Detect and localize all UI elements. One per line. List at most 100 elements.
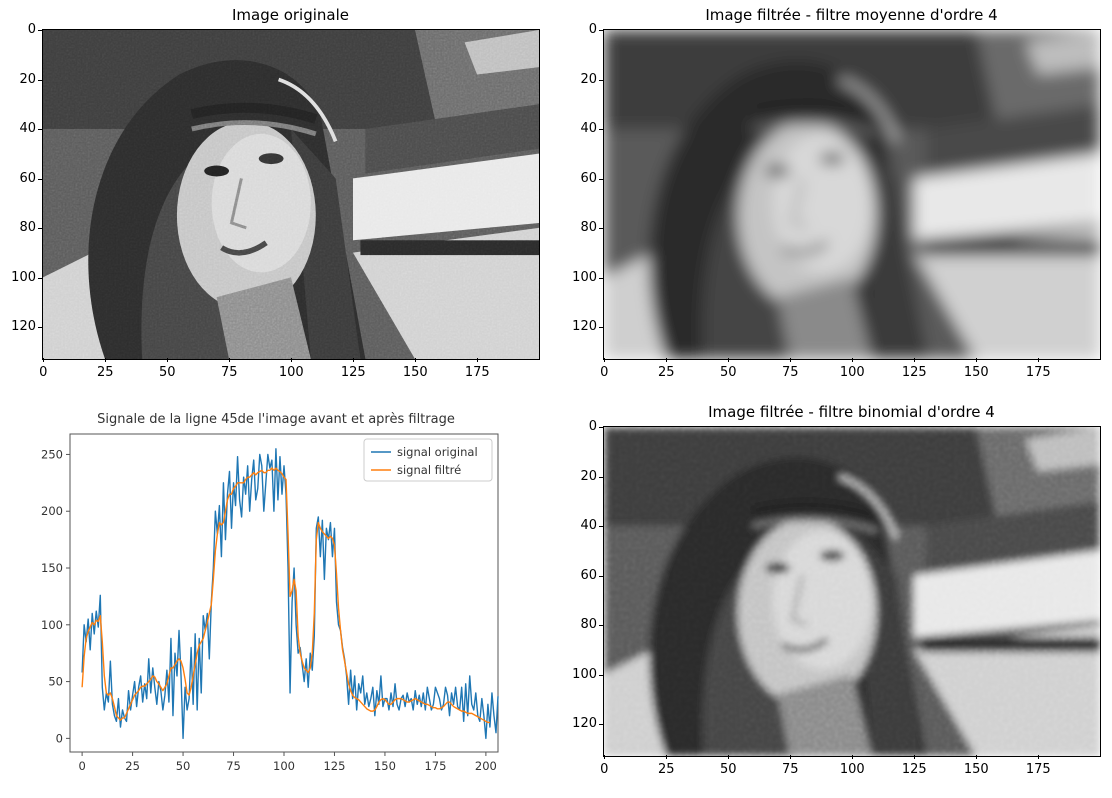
binomial-filter-image-ytick-label: 100 bbox=[572, 666, 597, 682]
original-image-xtick-label: 150 bbox=[402, 365, 428, 380]
mean-filter-image-xtick-mark bbox=[728, 358, 730, 362]
binomial-filter-image-ytick-label: 20 bbox=[580, 468, 597, 484]
original-image-ytick-label: 80 bbox=[19, 220, 36, 236]
original-image-ytick-mark bbox=[38, 30, 42, 32]
mean-filter-image-ytick-label: 0 bbox=[588, 22, 597, 38]
original-image-plot bbox=[42, 29, 540, 360]
original-image-xtick-label: 75 bbox=[220, 365, 238, 380]
mean-filter-image-xtick-label: 100 bbox=[839, 365, 865, 380]
mean-filter-image-xtick-label: 0 bbox=[600, 365, 609, 380]
mean-filter-image-xtick-label: 125 bbox=[901, 365, 927, 380]
chart-ytick-label: 100 bbox=[41, 618, 63, 632]
original-image-xtick-label: 175 bbox=[464, 365, 490, 380]
mean-filter-image-ytick-mark bbox=[599, 129, 603, 131]
mean-filter-image-xtick-mark bbox=[604, 358, 606, 362]
binomial-filter-image-xtick-label: 25 bbox=[657, 762, 675, 777]
binomial-filter-image-xtick-label: 125 bbox=[901, 762, 927, 777]
chart-ytick-label: 200 bbox=[41, 504, 63, 518]
mean-filter-image-ytick-mark bbox=[599, 228, 603, 230]
legend-box bbox=[363, 438, 493, 482]
mean-filter-image-xtick-mark bbox=[852, 358, 854, 362]
mean-filter-image-xtick-mark bbox=[976, 358, 978, 362]
binomial-filter-image-ytick-mark bbox=[599, 625, 603, 627]
chart-ytick-label: 250 bbox=[41, 447, 63, 461]
original-image-xtick-label: 100 bbox=[278, 365, 304, 380]
legend-label: signal filtré bbox=[397, 463, 461, 477]
original-image-ytick-label: 40 bbox=[19, 121, 36, 137]
original-image-ytick-mark bbox=[38, 228, 42, 230]
original-image-xtick-mark bbox=[415, 358, 417, 362]
mean-filter-image-xtick-label: 75 bbox=[781, 365, 799, 380]
panel-signal-chart: Signale de la ligne 45de l'image avant e… bbox=[0, 397, 556, 794]
original-image-xtick-label: 0 bbox=[39, 365, 48, 380]
mean-filter-image-ytick-mark bbox=[599, 30, 603, 32]
binomial-filter-image-xtick-mark bbox=[976, 755, 978, 759]
mean-filter-image-xtick-label: 150 bbox=[963, 365, 989, 380]
original-image-xtick-mark bbox=[477, 358, 479, 362]
mean-filter-image-ytick-label: 40 bbox=[580, 121, 597, 137]
binomial-filter-image-ytick-label: 40 bbox=[580, 518, 597, 534]
binomial-filter-image-xtick-label: 50 bbox=[719, 762, 737, 777]
mean-filter-image-ytick-mark bbox=[599, 79, 603, 81]
mean-filter-image-ytick-mark bbox=[599, 277, 603, 279]
binomial-filter-image-ytick-mark bbox=[599, 674, 603, 676]
original-image bbox=[43, 30, 539, 359]
chart-xtick-label: 200 bbox=[475, 759, 497, 773]
binomial-filter-image-ytick-mark bbox=[599, 526, 603, 528]
mean-filter-image-ytick-label: 60 bbox=[580, 170, 597, 186]
legend-label: signal original bbox=[397, 445, 478, 459]
binomial-filter-image-xtick-mark bbox=[790, 755, 792, 759]
panel-binomial-filter-image: Image filtrée - filtre binomial d'ordre … bbox=[556, 397, 1112, 794]
binomial-filter-image-xtick-mark bbox=[1038, 755, 1040, 759]
original-image-ytick-mark bbox=[38, 79, 42, 81]
chart-ytick-label: 50 bbox=[48, 675, 63, 689]
signal-chart: Signale de la ligne 45de l'image avant e… bbox=[41, 412, 499, 773]
binomial-filter-image-xtick-mark bbox=[666, 755, 668, 759]
chart-legend: signal original signal filtré bbox=[363, 438, 493, 482]
binomial-filter-image-ytick-mark bbox=[599, 427, 603, 429]
binomial-filter-image-xtick-label: 150 bbox=[963, 762, 989, 777]
chart-xtick-label: 125 bbox=[323, 759, 345, 773]
mean-filter-image-xtick-mark bbox=[914, 358, 916, 362]
mean-filter-image-xtick-mark bbox=[790, 358, 792, 362]
chart-title: Signale de la ligne 45de l'image avant e… bbox=[97, 412, 455, 427]
chart-ytick-label: 0 bbox=[56, 731, 63, 745]
original-image-xtick-label: 50 bbox=[158, 365, 176, 380]
original-image-xtick-mark bbox=[167, 358, 169, 362]
mean-filter-image bbox=[604, 30, 1100, 359]
panel-mean-filter-image: Image filtrée - filtre moyenne d'ordre 4… bbox=[556, 0, 1112, 397]
original-image-ytick-label: 0 bbox=[27, 22, 36, 38]
mean-filter-image-ytick-mark bbox=[599, 327, 603, 329]
original-image-xtick-label: 25 bbox=[96, 365, 114, 380]
binomial-filter-image-xtick-label: 175 bbox=[1025, 762, 1051, 777]
binomial-filter-image-ytick-mark bbox=[599, 476, 603, 478]
original-image-ytick-label: 20 bbox=[19, 71, 36, 87]
panel-original-image: Image originale 0 25 50 75 100 125 150 175 0 20 40… bbox=[0, 0, 556, 397]
chart-xtick-label: 175 bbox=[424, 759, 446, 773]
binomial-filter-image-ytick-mark bbox=[599, 575, 603, 577]
binomial-filter-image-ytick-mark bbox=[599, 724, 603, 726]
series-line-signal-original bbox=[81, 448, 499, 740]
original-image-xtick-mark bbox=[291, 358, 293, 362]
original-image-ytick-mark bbox=[38, 277, 42, 279]
chart-xtick-label: 100 bbox=[273, 759, 295, 773]
binomial-filter-image-xtick-mark bbox=[728, 755, 730, 759]
binomial-filter-image-xtick-label: 0 bbox=[600, 762, 609, 777]
binomial-filter-image-xtick-mark bbox=[852, 755, 854, 759]
mean-filter-image-ytick-label: 100 bbox=[572, 269, 597, 285]
original-image-title: Image originale bbox=[231, 6, 350, 24]
original-image-ytick-mark bbox=[38, 129, 42, 131]
mean-filter-image-ytick-label: 20 bbox=[580, 71, 597, 87]
chart-xtick-label: 50 bbox=[176, 759, 191, 773]
binomial-filter-image-xtick-mark bbox=[914, 755, 916, 759]
chart-xtick-label: 0 bbox=[78, 759, 85, 773]
mean-filter-image-ytick-mark bbox=[599, 178, 603, 180]
original-image-ytick-mark bbox=[38, 327, 42, 329]
series-line-signal-filtre bbox=[81, 467, 490, 724]
mean-filter-image-xtick-label: 50 bbox=[719, 365, 737, 380]
original-image-xtick-label: 125 bbox=[340, 365, 366, 380]
mean-filter-image-xtick-label: 175 bbox=[1025, 365, 1051, 380]
mean-filter-image-xtick-mark bbox=[666, 358, 668, 362]
binomial-filter-image-ytick-label: 120 bbox=[572, 716, 597, 732]
original-image-ytick-label: 100 bbox=[11, 269, 36, 285]
